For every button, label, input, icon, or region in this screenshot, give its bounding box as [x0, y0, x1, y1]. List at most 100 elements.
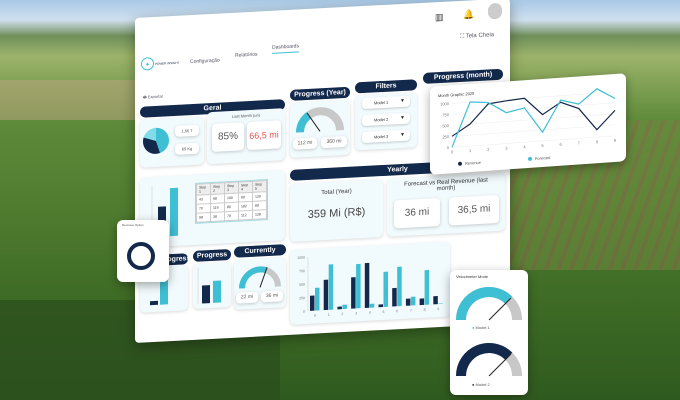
nav-configuracao[interactable]: Configuração: [190, 57, 220, 66]
total-year-value: 359 Mi (R$): [307, 205, 366, 221]
year-current: 112 mi: [293, 137, 317, 150]
radial-title: Revenue Option: [122, 223, 144, 227]
export-button[interactable]: 🖶 Exportar: [143, 93, 164, 100]
x-tick-label: 1: [328, 313, 330, 317]
bar: [328, 264, 334, 310]
bell-icon[interactable]: 🔔: [463, 9, 475, 20]
filter-model-2[interactable]: Model 2 ▼: [362, 112, 410, 127]
x-tick-label: 9: [437, 307, 439, 311]
legend-model-2: ● Model 2: [472, 382, 490, 387]
filter-icon: ▼: [400, 97, 405, 105]
filter-icon: ▼: [400, 114, 405, 122]
gridline: [452, 135, 615, 148]
model-1-label: Model 1: [475, 325, 490, 330]
table-cell: 128: [252, 209, 267, 220]
pie-slice: [156, 127, 169, 154]
fullscreen-button[interactable]: ⛶ Tela Cheia: [460, 32, 495, 40]
table-header: Step 5: [252, 180, 267, 193]
nav-dashboards[interactable]: Dashboards: [272, 43, 299, 54]
filter-label: Model 2: [374, 116, 389, 123]
legend-label: Revenue: [465, 160, 482, 166]
y-tick-label: 750: [442, 112, 449, 118]
x-tick-label: 0: [451, 149, 454, 154]
gridline: [452, 124, 615, 137]
gridline: [452, 102, 615, 115]
x-tick-label: 3: [505, 145, 508, 150]
series-line-revenue: [451, 97, 616, 137]
pie-chart: [143, 127, 169, 154]
y-tick-label: 250: [442, 134, 449, 140]
gauge-fill: [296, 112, 312, 133]
progress-2-header: Progress: [193, 248, 231, 262]
y-tick-label: 250: [299, 296, 305, 300]
pie-slice: [143, 137, 161, 154]
year-gauge: [296, 107, 344, 133]
month-line-chart: 0 250 500 750 1000 0 1 2 3 4 5 6 7 8 9 Revenue Forecast: [440, 88, 617, 166]
stat-1: 1,66 T: [175, 124, 199, 137]
radial-ring: [127, 242, 155, 270]
bar-dark: [202, 285, 210, 304]
filter-model-3[interactable]: Model 3 ▼: [362, 129, 410, 144]
gauge-needle: [259, 267, 268, 288]
velocimeter-card: Velocimeter Mode ● Model 1 ● Model 2: [450, 270, 528, 395]
dashboard-window: ▥ 🔔 ◆ POWER INSIGHT Configuração Relatór…: [135, 0, 510, 344]
bar: [392, 287, 397, 307]
gauge-needle: [488, 297, 512, 321]
bar-light: [170, 187, 178, 237]
x-tick-label: 1: [469, 148, 472, 153]
stat-2: 69 Kg: [175, 142, 199, 155]
current-target: 36 mi: [261, 290, 283, 303]
bar: [342, 304, 347, 310]
building-icon[interactable]: ▥: [435, 11, 444, 23]
bar: [315, 287, 320, 311]
x-tick-label: 2: [487, 147, 490, 152]
filter-label: Model 3: [374, 133, 389, 140]
filters-header: Filters: [355, 79, 417, 94]
fullscreen-label: Tela Cheia: [465, 32, 495, 40]
y-tick-label: 1000: [297, 256, 305, 260]
legend-marker: [528, 156, 532, 161]
bar: [310, 295, 315, 311]
brand-name: POWER INSIGHT: [155, 60, 180, 66]
legend-marker: [458, 161, 462, 166]
x-tick-label: 4: [369, 311, 371, 315]
year-target: 360 mi: [321, 135, 347, 149]
bar: [364, 262, 370, 308]
brand-logo: ◆: [141, 57, 154, 71]
bar: [378, 304, 383, 308]
last-month-label: Last Month (un): [232, 112, 261, 119]
table-header: Step 1: [196, 183, 211, 196]
gauge-fill: [456, 343, 513, 377]
export-label: Exportar: [147, 93, 164, 100]
progress-year-card: 112 mi 360 mi: [290, 99, 350, 158]
filters-card: Model 1 ▼ Model 2 ▼ Model 3 ▼: [355, 92, 417, 151]
legend-model-1: ● Model 1: [472, 325, 490, 330]
bar: [369, 303, 375, 308]
x-tick-label: 2: [341, 312, 343, 316]
month-line-chart-card: Month Graphic 2020 0 250 500 750 1000 0 1 2 3 4 5 6…: [430, 73, 626, 175]
bar: [433, 296, 438, 305]
y-tick-label: 1000: [440, 101, 450, 107]
user-avatar-icon[interactable]: [488, 2, 502, 20]
bar: [323, 279, 329, 311]
table-cell: 79: [224, 211, 239, 221]
x-tick-label: 8: [424, 308, 426, 312]
table-cell: 98: [196, 212, 211, 223]
bar: [351, 277, 356, 309]
forecast-card: Forecast vs Real Revenue (last month) 36…: [387, 172, 505, 237]
model-2-label: Model 2: [475, 382, 490, 387]
gauge-fill: [239, 266, 268, 289]
bar: [397, 266, 402, 307]
filter-label: Model 1: [374, 99, 389, 106]
x-tick-label: 5: [541, 143, 544, 148]
bar-dark: [150, 300, 158, 306]
percent-value: 85%: [212, 122, 244, 152]
x-tick-label: 6: [396, 309, 398, 313]
series-line-forecast: [451, 88, 616, 148]
forecast-label: Forecast vs Real Revenue (last month): [404, 177, 488, 193]
filter-model-1[interactable]: Model 1 ▼: [362, 95, 410, 110]
legend-label: Forecast: [535, 155, 551, 161]
currently-card: 22 mi 36 mi: [234, 257, 286, 310]
nav-relatorios[interactable]: Relatórios: [235, 51, 258, 59]
table-header: Step 2: [210, 182, 225, 195]
